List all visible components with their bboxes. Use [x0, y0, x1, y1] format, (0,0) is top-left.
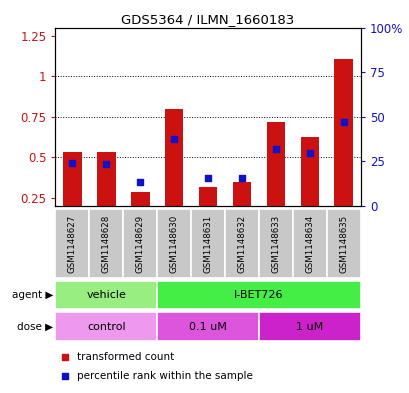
Bar — [164, 109, 183, 206]
Text: GSM1148634: GSM1148634 — [305, 214, 314, 273]
Text: GSM1148633: GSM1148633 — [271, 214, 280, 273]
Bar — [157, 209, 191, 278]
Text: dose ▶: dose ▶ — [17, 321, 53, 332]
Bar — [55, 312, 157, 341]
Point — [204, 174, 211, 181]
Text: 0.1 uM: 0.1 uM — [189, 321, 227, 332]
Point — [272, 146, 279, 152]
Point — [340, 119, 346, 125]
Bar — [55, 209, 89, 278]
Bar — [292, 209, 326, 278]
Bar — [232, 182, 251, 206]
Bar — [300, 137, 319, 206]
Point — [61, 353, 67, 360]
Text: GSM1148635: GSM1148635 — [339, 214, 348, 273]
Bar — [258, 312, 360, 341]
Bar — [130, 192, 149, 206]
Point — [137, 178, 143, 185]
Text: transformed count: transformed count — [76, 351, 173, 362]
Bar — [55, 281, 157, 309]
Bar — [326, 209, 360, 278]
Bar — [63, 152, 81, 206]
Point — [238, 174, 245, 181]
Title: GDS5364 / ILMN_1660183: GDS5364 / ILMN_1660183 — [121, 13, 294, 26]
Text: GSM1148627: GSM1148627 — [67, 214, 76, 273]
Text: GSM1148630: GSM1148630 — [169, 214, 178, 273]
Point — [306, 150, 312, 156]
Bar — [89, 209, 123, 278]
Text: GSM1148632: GSM1148632 — [237, 214, 246, 273]
Point — [61, 373, 67, 380]
Text: I-BET726: I-BET726 — [234, 290, 283, 300]
Point — [171, 136, 177, 142]
Text: GSM1148628: GSM1148628 — [101, 214, 110, 273]
Bar — [157, 312, 258, 341]
Text: percentile rank within the sample: percentile rank within the sample — [76, 371, 252, 382]
Bar — [225, 209, 258, 278]
Bar — [97, 152, 115, 206]
Text: GSM1148631: GSM1148631 — [203, 214, 212, 273]
Point — [69, 160, 75, 166]
Bar — [266, 122, 285, 206]
Text: GSM1148629: GSM1148629 — [135, 215, 144, 272]
Text: vehicle: vehicle — [86, 290, 126, 300]
Text: 1 uM: 1 uM — [296, 321, 323, 332]
Point — [103, 161, 109, 167]
Bar — [191, 209, 225, 278]
Bar — [198, 187, 217, 206]
Text: control: control — [87, 321, 125, 332]
Bar — [157, 281, 360, 309]
Bar — [123, 209, 157, 278]
Text: agent ▶: agent ▶ — [12, 290, 53, 300]
Bar — [334, 59, 352, 206]
Bar — [258, 209, 292, 278]
